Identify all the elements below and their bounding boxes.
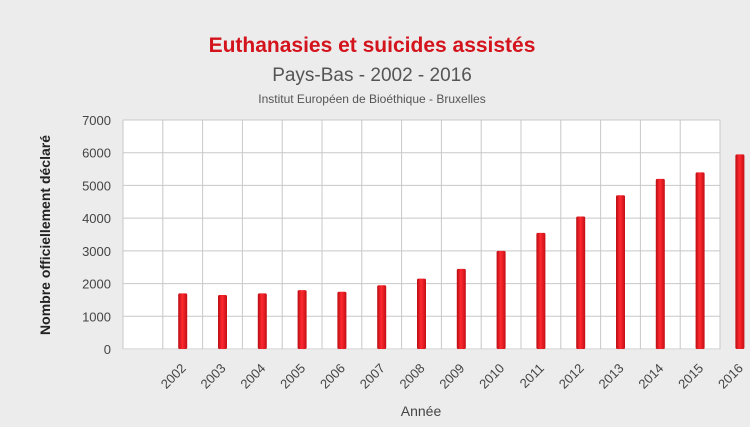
bar-2012 [576, 216, 586, 349]
y-tick-label: 4000 [82, 211, 111, 226]
bar-2016 [735, 154, 745, 349]
x-tick-label: 2004 [237, 361, 268, 392]
y-tick-label: 7000 [82, 113, 111, 128]
x-tick-label: 2002 [158, 361, 189, 392]
y-tick-label: 0 [104, 342, 111, 357]
chart-source: Institut Européen de Bioéthique - Bruxel… [258, 92, 485, 106]
y-tick-labels: 0 1000 2000 3000 4000 5000 6000 7000 [82, 113, 111, 357]
bar-2002 [178, 293, 188, 349]
bar-2005 [297, 290, 307, 349]
bar-2008 [417, 278, 426, 349]
x-tick-label: 2008 [397, 361, 428, 392]
x-axis-title: Année [401, 403, 442, 419]
y-tick-label: 1000 [82, 309, 111, 324]
bar-2004 [257, 293, 267, 349]
bar-2003 [218, 295, 227, 349]
x-tick-labels: 2002 2003 2004 2005 2006 2007 2008 2009 2010 2011… [158, 361, 746, 392]
bars [178, 154, 745, 349]
grid-layer [122, 119, 721, 350]
y-axis-title: Nombre officiellement déclaré [37, 135, 53, 335]
y-tick-label: 2000 [82, 277, 111, 292]
y-tick-label: 6000 [82, 146, 111, 161]
x-tick-label: 2005 [277, 361, 308, 392]
bar-2007 [377, 285, 387, 349]
bar-2010 [496, 250, 506, 349]
bar-2014 [655, 178, 665, 349]
x-tick-label: 2009 [436, 361, 467, 392]
x-tick-label: 2012 [556, 361, 587, 392]
chart-title: Euthanasies et suicides assistés [209, 34, 536, 57]
bar-2013 [616, 195, 625, 349]
bar-2006 [337, 291, 347, 349]
y-tick-label: 3000 [82, 244, 111, 259]
x-tick-label: 2013 [596, 361, 627, 392]
x-tick-label: 2003 [198, 361, 229, 392]
bar-2009 [456, 268, 466, 349]
x-tick-label: 2011 [517, 361, 547, 391]
x-tick-label: 2015 [675, 361, 706, 392]
x-tick-label: 2014 [635, 361, 666, 392]
bar-2011 [536, 232, 546, 349]
y-tick-label: 5000 [82, 178, 111, 193]
x-tick-label: 2010 [476, 361, 507, 392]
x-tick-label: 2006 [317, 361, 348, 392]
chart-subtitle: Pays-Bas - 2002 - 2016 [272, 65, 472, 86]
x-tick-label: 2016 [715, 361, 746, 392]
x-tick-label: 2007 [357, 361, 388, 392]
bar-2015 [695, 172, 705, 349]
